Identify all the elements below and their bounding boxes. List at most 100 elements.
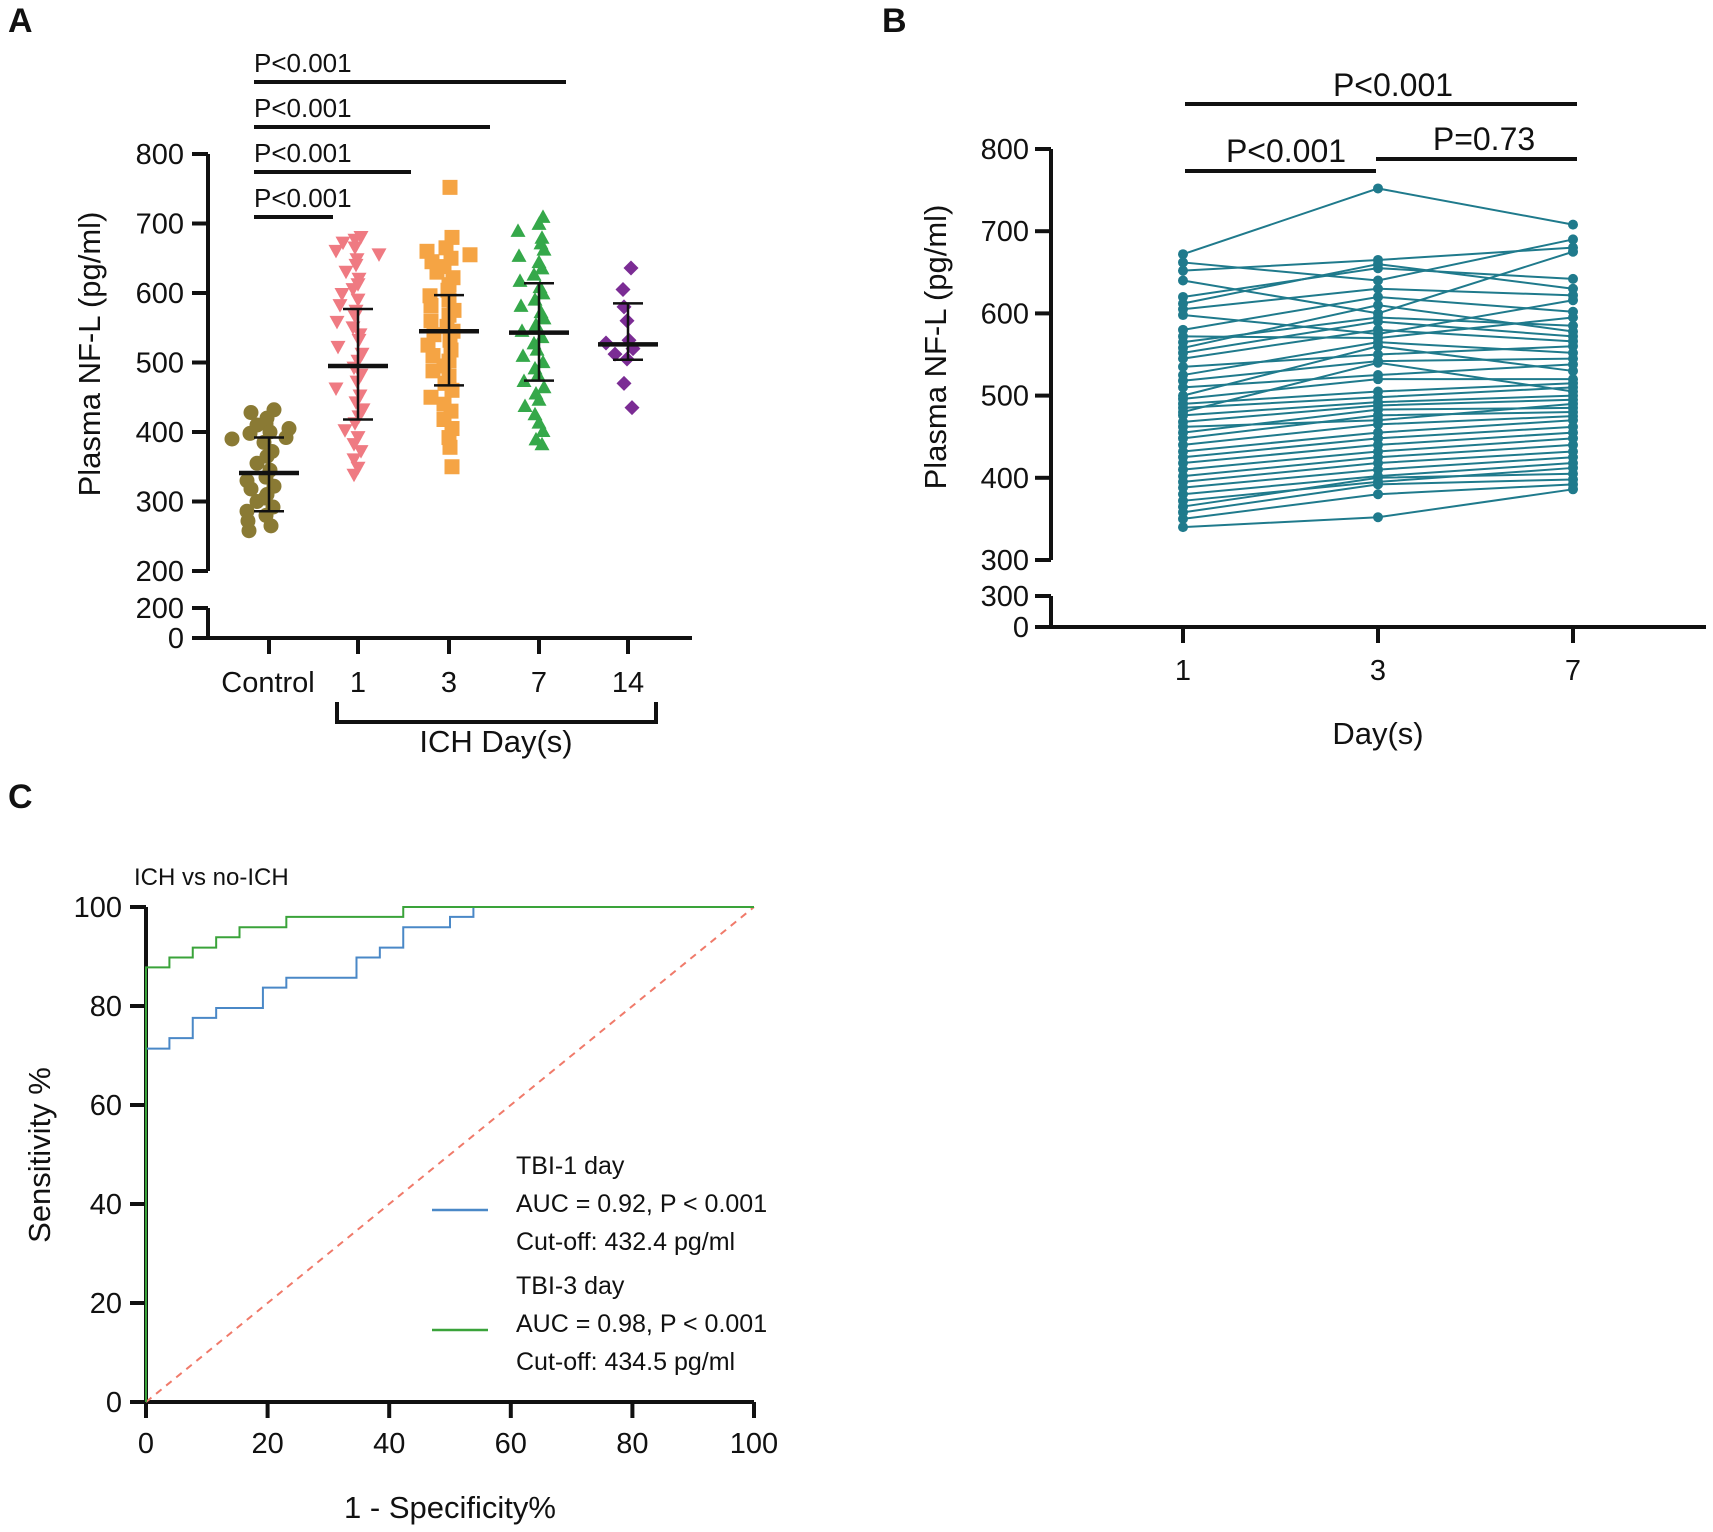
data-point	[335, 236, 351, 251]
data-point	[1373, 489, 1383, 500]
data-point	[1568, 234, 1578, 245]
y-tick-label: 700	[981, 216, 1029, 248]
reference-line	[145, 906, 755, 1403]
data-point	[1373, 512, 1383, 523]
data-point	[346, 453, 362, 467]
y-tick-label: 800	[136, 139, 184, 171]
data-point	[352, 389, 368, 403]
data-point	[348, 258, 364, 273]
data-point	[1373, 341, 1383, 352]
data-point	[513, 298, 529, 312]
data-point	[462, 247, 478, 263]
data-point	[346, 438, 362, 452]
x-tick-label: Control	[221, 667, 315, 699]
legend-auc: AUC = 0.98, P < 0.001	[516, 1310, 767, 1338]
data-point	[442, 179, 458, 195]
data-point	[243, 405, 259, 421]
data-point	[535, 423, 551, 437]
roc-title: ICH vs no-ICH	[134, 864, 289, 891]
y-tick-label: 600	[136, 278, 184, 310]
x-axis-title: 1 - Specificity%	[344, 1490, 556, 1525]
data-point	[1178, 275, 1188, 286]
data-point	[1373, 479, 1383, 490]
data-point	[1373, 410, 1383, 421]
data-point	[1178, 361, 1188, 372]
data-point	[425, 363, 441, 379]
data-point	[1178, 257, 1188, 268]
panel-label-a: A	[8, 2, 33, 40]
data-point	[1373, 300, 1383, 311]
y-tick-label: 100	[74, 892, 122, 924]
x-tick-label: 1	[1175, 655, 1191, 687]
data-point	[332, 299, 348, 313]
y-tick-label: 300	[981, 581, 1029, 613]
data-point	[1178, 522, 1188, 533]
data-point	[423, 298, 439, 314]
x-tick-label: 3	[441, 667, 457, 699]
y-tick-label: 400	[981, 463, 1029, 495]
legend-cutoff: Cut-off: 432.4 pg/ml	[516, 1228, 735, 1256]
roc-curve-2	[145, 906, 754, 1402]
data-point	[429, 264, 445, 280]
y-axis-title: Sensitivity %	[22, 1067, 57, 1243]
data-point	[531, 216, 547, 230]
data-point	[328, 382, 344, 397]
data-point	[442, 439, 458, 455]
data-point	[1568, 219, 1578, 230]
x-tick-label: 1	[350, 667, 366, 699]
x-tick-label: 40	[373, 1428, 405, 1460]
data-point	[338, 265, 354, 280]
x-tick-label: 60	[495, 1428, 527, 1460]
data-point	[1568, 273, 1578, 284]
x-axis-title: Day(s)	[1332, 716, 1423, 751]
data-point	[607, 346, 623, 362]
data-point	[526, 267, 542, 281]
y-tick-label: 300	[136, 487, 184, 519]
data-point	[531, 392, 547, 406]
y-tick-label: 600	[981, 298, 1029, 330]
x-tick-label: 0	[138, 1428, 154, 1460]
roc-curve-1	[145, 906, 754, 1402]
significance-label: P<0.001	[254, 93, 352, 123]
significance-label: P=0.73	[1433, 121, 1535, 157]
data-point	[347, 241, 363, 255]
data-point	[350, 431, 366, 445]
x-tick-label: 20	[251, 1428, 283, 1460]
data-point	[1178, 353, 1188, 364]
x-tick-label: 100	[730, 1428, 778, 1460]
data-point	[512, 273, 528, 287]
data-point	[1568, 295, 1578, 306]
data-point	[345, 283, 361, 297]
data-point	[242, 425, 258, 441]
data-point	[350, 461, 366, 476]
panel-label-c: C	[8, 778, 33, 816]
y-tick-label: 500	[136, 348, 184, 380]
y-axis-title: Plasma NF-L (pg/ml)	[918, 205, 953, 490]
data-point	[517, 398, 533, 412]
y-tick-label: 20	[90, 1288, 122, 1320]
data-point	[347, 233, 363, 248]
y-tick-label: 60	[90, 1090, 122, 1122]
data-point	[330, 340, 346, 355]
x-tick-label: 7	[1565, 655, 1581, 687]
data-point	[346, 468, 362, 483]
data-point	[1373, 374, 1383, 385]
y-tick-label: 0	[1013, 612, 1029, 644]
data-point	[1178, 249, 1188, 260]
data-point	[278, 430, 294, 446]
data-point	[329, 315, 345, 330]
y-tick-label: 500	[981, 381, 1029, 413]
y-tick-label: 700	[136, 209, 184, 241]
data-point	[350, 293, 366, 308]
y-tick-label: 800	[981, 134, 1029, 166]
significance-label: P<0.001	[1333, 67, 1453, 103]
data-point	[616, 375, 632, 391]
data-point	[515, 348, 531, 362]
data-point	[624, 400, 640, 416]
data-point	[529, 342, 545, 356]
data-point	[1568, 246, 1578, 257]
data-point	[1373, 324, 1383, 335]
data-point	[510, 223, 526, 237]
data-point	[1373, 183, 1383, 194]
